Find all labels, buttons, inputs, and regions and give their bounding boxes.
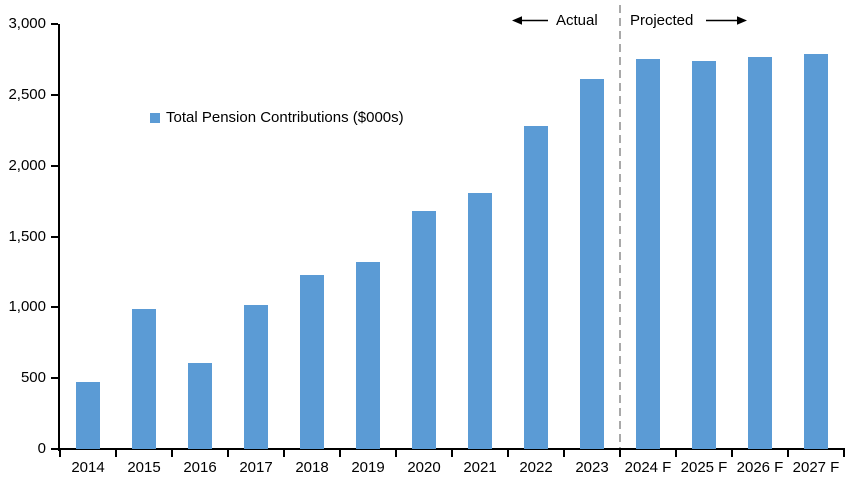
x-axis-tick — [787, 450, 789, 457]
actual-annotation-label: Actual — [556, 12, 598, 29]
x-axis-tick — [171, 450, 173, 457]
x-axis-tick — [731, 450, 733, 457]
x-axis-category-label: 2019 — [351, 459, 385, 476]
y-axis-tick-label: 0 — [37, 440, 46, 457]
x-axis-tick — [451, 450, 453, 457]
x-axis-category-label: 2024 F — [624, 459, 672, 476]
y-axis-tick-label: 1,000 — [8, 298, 46, 316]
y-axis-tick — [51, 23, 58, 25]
bar-2023 — [580, 79, 604, 449]
bar-2022 — [524, 126, 548, 449]
y-axis-tick-label: 2,000 — [8, 156, 46, 174]
x-axis-tick — [843, 450, 845, 457]
x-axis-tick — [395, 450, 397, 457]
x-axis-category-label: 2014 — [71, 459, 105, 476]
x-axis-tick — [675, 450, 677, 457]
right-arrow-icon — [706, 16, 747, 25]
x-axis-tick — [227, 450, 229, 457]
bar-2026-f — [748, 56, 772, 449]
y-axis-tick — [51, 164, 58, 167]
bar-2024-f — [636, 59, 660, 449]
y-axis-tick-label: 1,500 — [8, 227, 46, 245]
bar-2025-f — [692, 60, 716, 449]
x-axis-category-label: 2018 — [295, 459, 329, 476]
bar-2021 — [468, 192, 492, 449]
y-axis-tick — [51, 235, 58, 238]
x-axis-category-label: 2027 F — [792, 459, 840, 476]
y-axis-tick — [51, 93, 58, 96]
y-axis-tick — [51, 306, 58, 309]
bar-2014 — [76, 382, 100, 449]
y-axis-tick — [51, 377, 58, 380]
projected-annotation-label: Projected — [630, 12, 694, 29]
bar-2027-f — [804, 53, 828, 449]
x-axis-category-label: 2017 — [239, 459, 273, 476]
legend: Total Pension Contributions ($000s) — [150, 108, 404, 128]
bar-2017 — [244, 304, 268, 449]
x-axis-tick — [115, 450, 117, 457]
x-axis-category-label: 2023 — [575, 459, 609, 476]
legend-marker-square-icon — [150, 113, 160, 123]
x-axis-category-label: 2022 — [519, 459, 553, 476]
legend-series-label: Total Pension Contributions ($000s) — [166, 109, 404, 126]
x-axis-category-label: 2025 F — [680, 459, 728, 476]
bar-2019 — [356, 262, 380, 449]
x-axis-tick — [283, 450, 285, 457]
y-axis-tick-label: 500 — [20, 369, 46, 387]
x-axis-tick — [507, 450, 509, 457]
x-axis-tick — [619, 450, 621, 457]
y-axis-tick-label: 3,000 — [8, 15, 46, 32]
x-axis-category-label: 2015 — [127, 459, 161, 476]
bar-2016 — [188, 362, 212, 449]
x-axis-category-label: 2016 — [183, 459, 217, 476]
x-axis-tick — [59, 450, 61, 457]
x-axis-category-label: 2026 F — [736, 459, 784, 476]
bar-2020 — [412, 211, 436, 449]
x-axis-line — [58, 448, 845, 450]
y-axis-tick — [51, 448, 58, 450]
x-axis-category-label: 2020 — [407, 459, 441, 476]
x-axis-tick — [563, 450, 565, 457]
left-arrow-icon — [512, 16, 548, 25]
x-axis-category-label: 2021 — [463, 459, 497, 476]
x-axis-tick — [339, 450, 341, 457]
y-axis-line — [58, 24, 60, 451]
bar-2018 — [300, 274, 324, 449]
bar-2015 — [132, 308, 156, 449]
y-axis-tick-label: 2,500 — [8, 85, 46, 103]
